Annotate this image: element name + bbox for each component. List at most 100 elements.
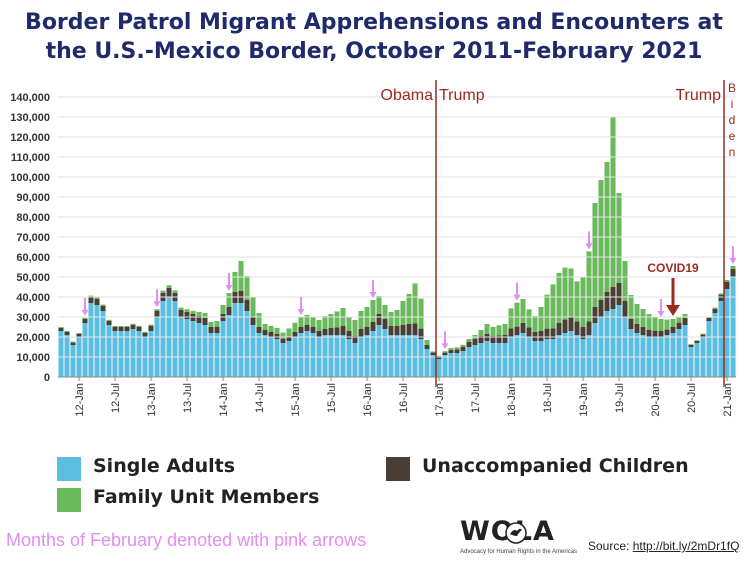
bar-single-adults [664, 335, 670, 377]
bar-unaccompanied-children [556, 323, 562, 335]
bar-family-unit-members [484, 324, 490, 334]
bar-single-adults [502, 343, 508, 377]
bar-family-unit-members [70, 341, 76, 343]
bar-single-adults [586, 335, 592, 377]
bar-unaccompanied-children [382, 319, 388, 329]
bar-unaccompanied-children [508, 328, 514, 337]
bar-unaccompanied-children [130, 325, 136, 329]
bar-family-unit-members [712, 307, 718, 309]
x-tick-label: 16-Jul [398, 383, 410, 413]
bar-unaccompanied-children [424, 345, 430, 349]
february-arrow-head [513, 294, 521, 301]
x-tick-label: 13-Jul [182, 383, 194, 413]
bar-unaccompanied-children [388, 326, 394, 335]
source-link[interactable]: http://bit.ly/2mDr1fQ [632, 539, 740, 553]
bar-family-unit-members [532, 316, 538, 332]
bar-unaccompanied-children [340, 326, 346, 335]
bar-family-unit-members [526, 309, 532, 328]
bar-family-unit-members [550, 284, 556, 329]
bar-family-unit-members [700, 333, 706, 335]
x-tick-label: 14-Jan [218, 383, 230, 417]
bar-family-unit-members [94, 297, 100, 299]
bar-family-unit-members [154, 309, 160, 311]
bar-single-adults [640, 335, 646, 377]
bar-family-unit-members [622, 261, 628, 301]
bar-unaccompanied-children [262, 330, 268, 335]
bar-single-adults [58, 331, 64, 377]
bar-family-unit-members [460, 344, 466, 347]
bar-single-adults [430, 355, 436, 377]
bar-unaccompanied-children [244, 300, 250, 311]
bar-family-unit-members [640, 309, 646, 327]
label-biden-letter: e [729, 129, 736, 143]
bar-single-adults [286, 341, 292, 377]
bar-family-unit-members [262, 324, 268, 330]
x-tick-label: 13-Jan [146, 383, 158, 417]
bar-single-adults [88, 303, 94, 377]
y-tick-label: 20,000 [16, 332, 50, 344]
bar-family-unit-members [574, 281, 580, 322]
bar-family-unit-members [568, 268, 574, 317]
bar-unaccompanied-children [280, 338, 286, 343]
bar-unaccompanied-children [100, 306, 106, 311]
bar-family-unit-members [448, 348, 454, 350]
bar-single-adults [622, 317, 628, 377]
bar-unaccompanied-children [634, 324, 640, 333]
bar-family-unit-members [694, 340, 700, 341]
bar-family-unit-members [292, 322, 298, 332]
bar-unaccompanied-children [76, 334, 82, 337]
bar-unaccompanied-children [154, 311, 160, 317]
bar-single-adults [694, 343, 700, 377]
bar-family-unit-members [592, 203, 598, 307]
chart-title-line-2: the U.S.-Mexico Border, October 2011-Feb… [45, 39, 703, 64]
bar-single-adults [238, 303, 244, 377]
bar-family-unit-members [586, 251, 592, 322]
bar-family-unit-members [376, 296, 382, 314]
bar-unaccompanied-children [202, 318, 208, 325]
x-tick-label: 15-Jan [290, 383, 302, 417]
bar-single-adults [232, 303, 238, 377]
bar-unaccompanied-children [682, 318, 688, 325]
february-arrow-head [297, 309, 305, 315]
x-tick-label: 19-Jan [578, 383, 590, 417]
bar-unaccompanied-children [538, 331, 544, 341]
bar-single-adults [190, 321, 196, 377]
bar-family-unit-members [172, 290, 178, 293]
bar-unaccompanied-children [598, 300, 604, 317]
bar-unaccompanied-children [166, 288, 172, 297]
bar-single-adults [220, 321, 226, 377]
bar-unaccompanied-children [448, 349, 454, 353]
bar-single-adults [196, 323, 202, 377]
bar-unaccompanied-children [568, 316, 574, 331]
y-tick-label: 100,000 [10, 172, 50, 184]
bar-family-unit-members [628, 295, 634, 319]
bar-single-adults [670, 333, 676, 377]
bar-family-unit-members [100, 304, 106, 306]
bar-single-adults [70, 345, 76, 377]
bar-unaccompanied-children [196, 316, 202, 323]
bar-unaccompanied-children [148, 326, 154, 331]
bar-family-unit-members [400, 301, 406, 325]
y-tick-label: 80,000 [16, 212, 50, 224]
bar-family-unit-members [196, 312, 202, 316]
bar-family-unit-members [334, 311, 340, 328]
bar-single-adults [466, 347, 472, 377]
bar-family-unit-members [652, 316, 658, 331]
bar-single-adults [436, 359, 442, 377]
bar-unaccompanied-children [490, 336, 496, 343]
bar-single-adults [412, 335, 418, 377]
bar-unaccompanied-children [430, 352, 436, 355]
bar-single-adults [532, 341, 538, 377]
label-biden-letter: i [731, 97, 734, 111]
y-tick-label: 130,000 [10, 112, 50, 124]
bar-single-adults [490, 343, 496, 377]
bar-unaccompanied-children [574, 321, 580, 335]
bar-family-unit-members [166, 285, 172, 288]
bar-family-unit-members [250, 297, 256, 317]
bar-single-adults [676, 329, 682, 377]
bar-unaccompanied-children [400, 325, 406, 335]
y-tick-label: 60,000 [16, 252, 50, 264]
bar-unaccompanied-children [286, 336, 292, 341]
bar-unaccompanied-children [676, 322, 682, 329]
